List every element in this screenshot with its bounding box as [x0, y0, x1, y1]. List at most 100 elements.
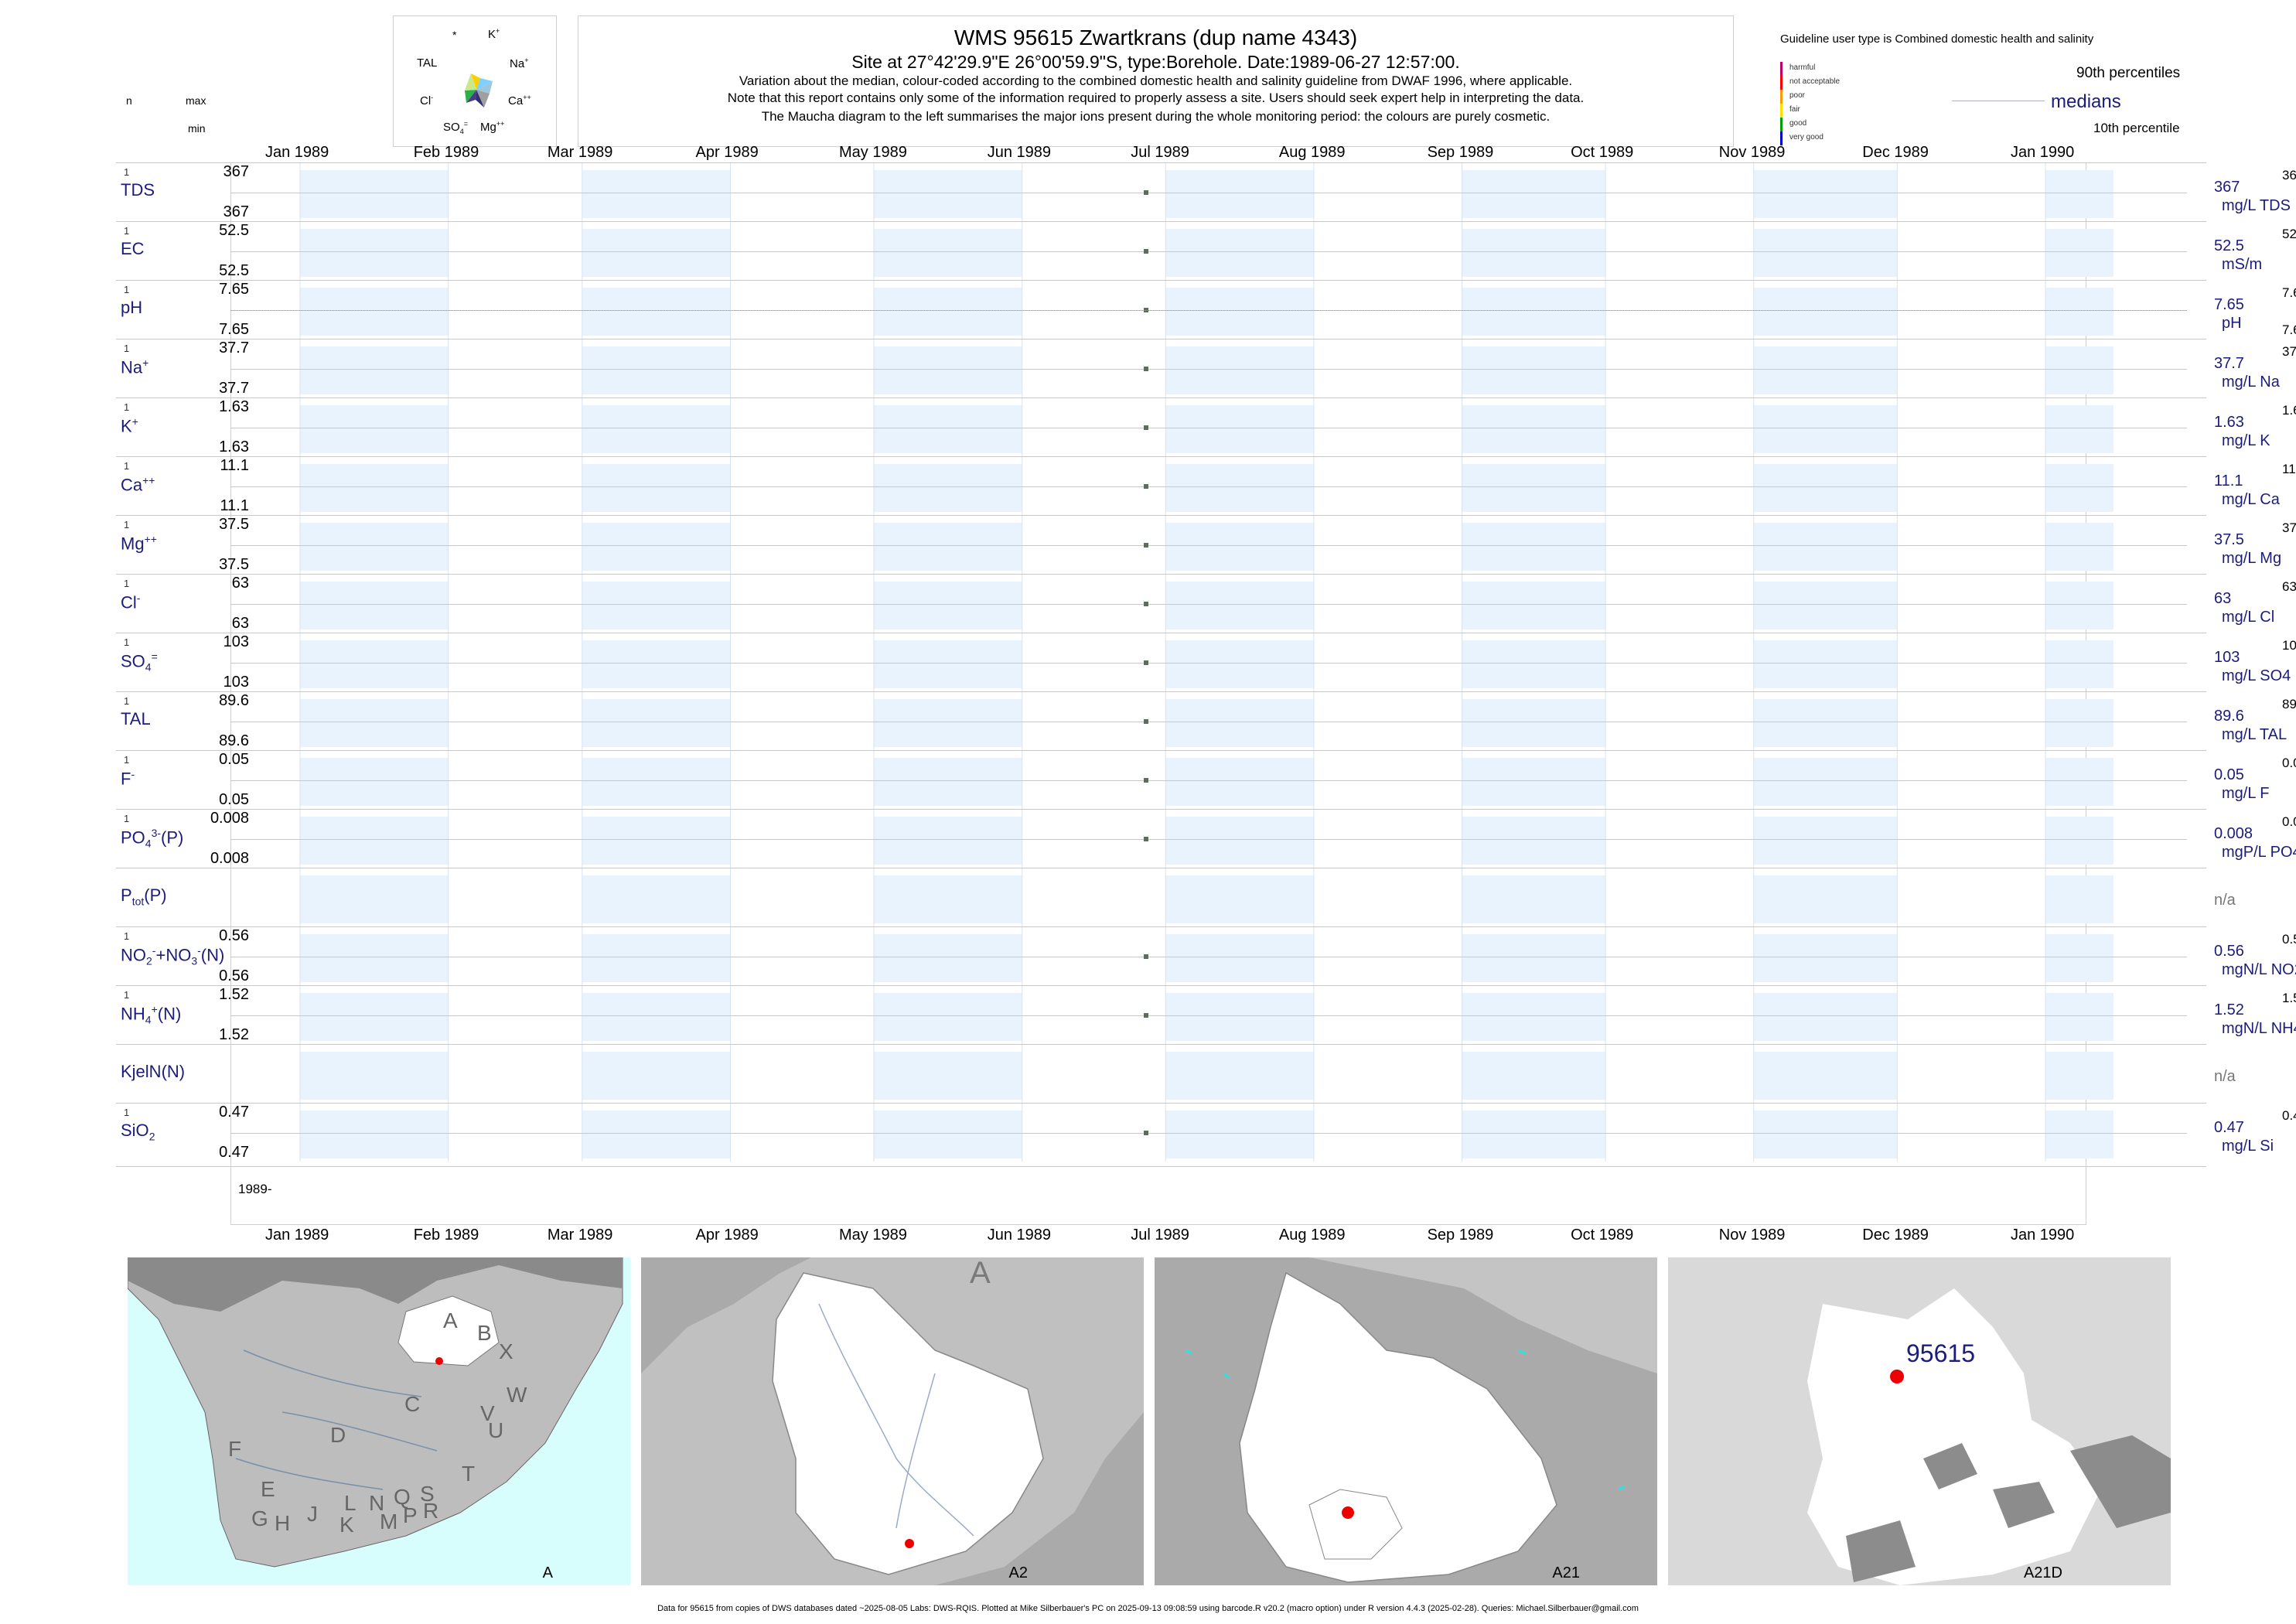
month-band — [1165, 817, 1314, 865]
min-value: 7.65 — [219, 321, 249, 338]
month-band — [2045, 1052, 2113, 1100]
unit-label: mg/L TDS — [2222, 197, 2291, 214]
max-value: 0.56 — [219, 927, 249, 944]
sample-marker — [1144, 837, 1149, 841]
min-value: 0.05 — [219, 791, 249, 808]
map-region-letter: U — [488, 1418, 504, 1442]
month-tick-label: Jul 1989 — [1131, 144, 1189, 161]
parameter-row: Cl- 1 63 63 63 mg/L Cl 63 — [116, 574, 2296, 633]
month-band — [2045, 464, 2113, 512]
month-band — [2045, 346, 2113, 394]
month-tick-label: Apr 1989 — [695, 1227, 759, 1244]
median-value: 52.5 — [2214, 237, 2244, 254]
label-superscript: - — [152, 944, 156, 957]
median-value: 1.52 — [2214, 1001, 2244, 1018]
maucha-tal: TAL — [417, 56, 438, 70]
median-value: 37.5 — [2214, 531, 2244, 548]
map-region-letter: P — [403, 1503, 418, 1527]
legend-swatch-fair — [1780, 104, 1783, 118]
month-band — [300, 817, 449, 865]
month-band — [300, 1052, 449, 1100]
month-tick-label: Jan 1989 — [265, 144, 329, 161]
label-superscript: - — [131, 768, 135, 780]
max-value: 0.008 — [210, 810, 249, 827]
max-value: 37.5 — [219, 516, 249, 533]
month-band — [1462, 1052, 1606, 1100]
title-box: WMS 95615 Zwartkrans (dup name 4343) Sit… — [578, 15, 1734, 147]
max-value: 103 — [223, 633, 249, 650]
month-band — [874, 405, 1022, 453]
median-value: 0.008 — [2214, 825, 2253, 842]
month-tick-label: Dec 1989 — [1862, 144, 1929, 161]
month-band — [1462, 582, 1606, 629]
unit-label: mg/L Si — [2222, 1138, 2274, 1155]
p90-value: 11.1 — [2282, 462, 2296, 476]
p90-value: 37.5 — [2282, 520, 2296, 535]
map-region-letter: G — [251, 1506, 268, 1530]
map-station-label: 95615 — [1906, 1339, 1975, 1367]
month-tick-label: Nov 1989 — [1718, 1227, 1786, 1244]
unit-label: mg/L Cl — [2222, 609, 2275, 626]
map-region-letter: F — [228, 1437, 242, 1461]
min-value: 367 — [223, 203, 249, 220]
month-band — [300, 993, 449, 1041]
p90-value: 367 — [2282, 168, 2296, 183]
parameter-label: TDS — [121, 180, 155, 200]
max-value: 1.52 — [219, 986, 249, 1003]
min-value: 89.6 — [219, 732, 249, 749]
month-band — [300, 875, 449, 923]
min-value: 63 — [231, 615, 249, 632]
month-band — [1462, 934, 1606, 982]
parameter-label: NH4+(N) — [121, 1003, 182, 1026]
month-tick-label: Mar 1989 — [547, 1227, 613, 1244]
median-value: 1.63 — [2214, 414, 2244, 431]
month-band — [1165, 170, 1314, 218]
month-band — [1753, 934, 1898, 982]
month-band — [874, 288, 1022, 336]
parameter-row: Na+ 1 37.7 37.7 37.7 mg/L Na 37.7 — [116, 339, 2296, 397]
month-band — [1165, 346, 1314, 394]
month-band — [874, 1052, 1022, 1100]
guideline-user-type: Guideline user type is Combined domestic… — [1780, 32, 2094, 46]
month-tick-label: Feb 1989 — [413, 144, 479, 161]
median-line — [230, 251, 2187, 252]
p90-value: 0.47 — [2282, 1108, 2296, 1123]
month-band — [1753, 699, 1898, 747]
label-subscript: 4 — [145, 837, 152, 850]
month-band — [2045, 170, 2113, 218]
label-superscript: ++ — [144, 533, 157, 545]
month-band — [1753, 170, 1898, 218]
month-band — [2045, 993, 2113, 1041]
site-info: Site at 27°42'29.9"E 26°00'59.9"S, type:… — [851, 52, 1460, 72]
p90-value: 0.05 — [2282, 756, 2296, 770]
parameter-row: F- 1 0.05 0.05 0.05 mg/L F 0.05 — [116, 750, 2296, 809]
label-superscript: - — [136, 592, 141, 604]
month-band — [582, 523, 731, 571]
map-a2-region-letter: A — [970, 1257, 991, 1290]
month-tick-label: Aug 1989 — [1278, 144, 1346, 161]
min-value: 1.52 — [219, 1026, 249, 1043]
median-value: 63 — [2214, 590, 2232, 607]
min-value: 1.63 — [219, 438, 249, 455]
median-line — [230, 663, 2187, 664]
month-band — [582, 229, 731, 277]
maucha-so4: SO4= — [443, 120, 468, 135]
month-band — [1165, 699, 1314, 747]
legend-medians: medians — [2051, 91, 2121, 112]
parameter-label: Mg++ — [121, 533, 157, 554]
min-value: 52.5 — [219, 262, 249, 279]
parameter-label: NO2-+NO3-(N) — [121, 944, 225, 967]
min-value: 0.008 — [210, 850, 249, 867]
label-superscript: ++ — [142, 474, 155, 486]
month-band — [582, 1052, 731, 1100]
map-region-letter: S — [420, 1482, 435, 1506]
sample-count: 1 — [124, 695, 130, 707]
sample-marker — [1144, 954, 1149, 959]
map-region-letter: R — [423, 1499, 439, 1523]
unit-label: mgN/L NH4 — [2222, 1020, 2296, 1037]
legend-label-not-acceptable: not acceptable — [1789, 77, 1841, 86]
month-band — [874, 464, 1022, 512]
month-band — [2045, 523, 2113, 571]
parameter-label: PO43-(P) — [121, 827, 184, 850]
label-subscript: 4 — [145, 1013, 152, 1026]
